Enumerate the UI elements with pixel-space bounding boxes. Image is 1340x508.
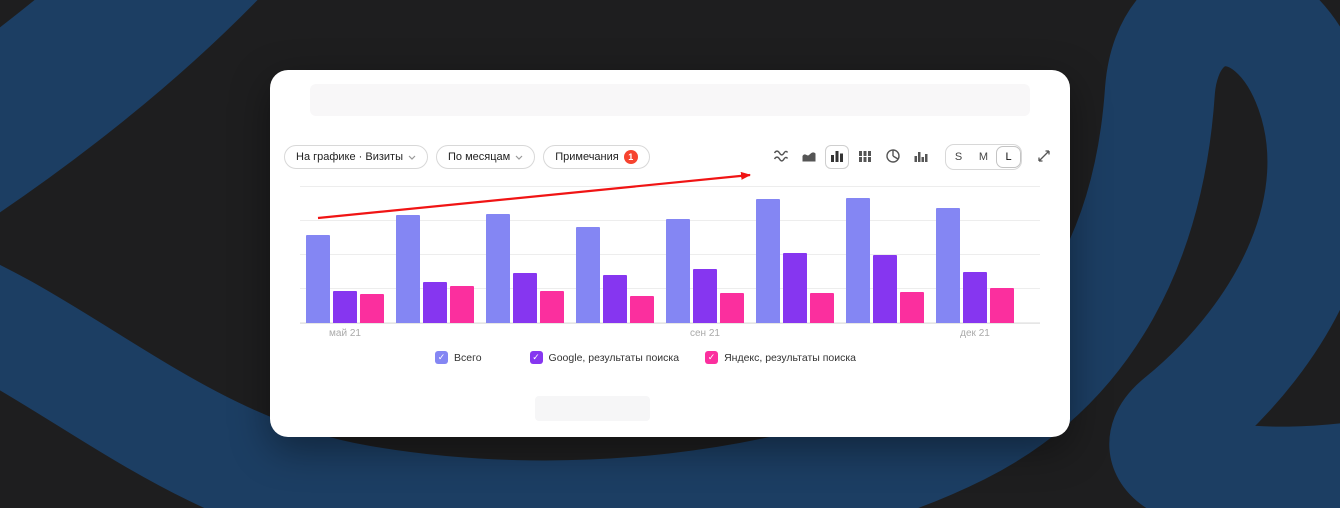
- bar-group: [486, 187, 564, 323]
- bar-Всего[interactable]: [306, 234, 330, 323]
- histogram-icon: [913, 148, 929, 167]
- bar-Всего[interactable]: [936, 208, 960, 323]
- pie-chart-type-button[interactable]: [881, 145, 905, 169]
- metrica-chart-card: На графике · Визиты По месяцам Примечани…: [270, 70, 1070, 437]
- legend-checkbox-icon: ✓: [705, 351, 719, 364]
- bar-Яндекс, результаты поиска[interactable]: [720, 292, 744, 323]
- notes-count-badge: 1: [623, 150, 638, 164]
- chevron-down-icon: [515, 151, 523, 163]
- legend-item[interactable]: ✓ Всего: [435, 351, 482, 364]
- bar-Яндекс, результаты поиска[interactable]: [900, 291, 924, 323]
- bar-group: [846, 187, 924, 323]
- chevron-down-icon: [408, 151, 416, 163]
- histogram-type-button[interactable]: [909, 145, 933, 169]
- chart-plot-area: [300, 186, 1040, 324]
- x-axis-tick-label: [846, 328, 924, 342]
- bar-Google, результаты поиска[interactable]: [423, 282, 447, 323]
- x-axis-tick-label: дек 21: [960, 328, 990, 339]
- chart-size-switcher: S M L: [945, 144, 1022, 170]
- placeholder-banner: [310, 84, 1030, 116]
- metric-selector[interactable]: На графике · Визиты: [284, 145, 429, 169]
- chart-controls-row: На графике · Визиты По месяцам Примечани…: [284, 144, 1056, 170]
- pie-chart-icon: [885, 148, 901, 167]
- x-axis-tick-label: [756, 328, 834, 342]
- metric-selector-label: На графике · Визиты: [296, 151, 404, 163]
- bar-groups: [300, 187, 1040, 323]
- line-chart-icon: [773, 148, 789, 167]
- legend-item[interactable]: ✓ Яндекс, результаты поиска: [705, 351, 856, 364]
- fullscreen-icon: [1036, 148, 1052, 167]
- x-axis-tick-label: [576, 328, 654, 342]
- legend-item[interactable]: ✓ Google, результаты поиска: [529, 351, 680, 364]
- placeholder-block: [535, 396, 650, 421]
- x-axis-tick-label: май 21: [329, 328, 361, 339]
- legend-checkbox-icon: ✓: [529, 351, 543, 364]
- bar-group: [576, 187, 654, 323]
- notes-button-label: Примечания: [555, 151, 619, 163]
- grouping-selector-label: По месяцам: [448, 151, 511, 163]
- size-button-s[interactable]: S: [946, 146, 971, 168]
- bar-Яндекс, результаты поиска[interactable]: [360, 293, 384, 323]
- bar-group: [756, 187, 834, 323]
- legend-item-label: Яндекс, результаты поиска: [724, 351, 857, 364]
- size-button-m[interactable]: M: [971, 146, 996, 168]
- x-axis-labels: май 21 сен 21 дек 21: [300, 328, 1040, 342]
- bar-Яндекс, результаты поиска[interactable]: [990, 288, 1014, 323]
- bar-Всего[interactable]: [396, 215, 420, 323]
- legend-item-label: Google, результаты поиска: [548, 351, 680, 364]
- bar-chart-type-button[interactable]: [825, 145, 849, 169]
- bar-Google, результаты поиска[interactable]: [603, 275, 627, 323]
- legend-checkbox-icon: ✓: [435, 351, 448, 364]
- notes-button[interactable]: Примечания 1: [543, 145, 650, 169]
- bar-group: [666, 187, 744, 323]
- bar-Google, результаты поиска[interactable]: [693, 268, 717, 323]
- x-axis-tick-label: сен 21: [690, 328, 720, 339]
- bar-Всего[interactable]: [666, 219, 690, 323]
- bar-Яндекс, результаты поиска[interactable]: [540, 290, 564, 323]
- bar-chart-icon: [829, 148, 845, 167]
- x-axis-tick-label: [396, 328, 474, 342]
- bar-Google, результаты поиска[interactable]: [783, 253, 807, 323]
- grouping-selector[interactable]: По месяцам: [436, 145, 536, 169]
- area-chart-icon: [801, 148, 817, 167]
- bar-Яндекс, результаты поиска[interactable]: [630, 295, 654, 323]
- bar-Яндекс, результаты поиска[interactable]: [810, 292, 834, 323]
- area-chart-type-button[interactable]: [797, 145, 821, 169]
- fullscreen-button[interactable]: [1032, 145, 1056, 169]
- bar-Google, результаты поиска[interactable]: [873, 255, 897, 323]
- bar-Всего[interactable]: [846, 197, 870, 323]
- bar-Всего[interactable]: [576, 226, 600, 323]
- bar-Google, результаты поиска[interactable]: [963, 271, 987, 323]
- line-chart-type-button[interactable]: [769, 145, 793, 169]
- stacked-bar-chart-type-button[interactable]: [853, 145, 877, 169]
- bar-group: [306, 187, 384, 323]
- bar-Google, результаты поиска[interactable]: [333, 290, 357, 323]
- legend-item-label: Всего: [454, 351, 482, 364]
- bar-Всего[interactable]: [486, 214, 510, 323]
- chart-toolbar: S M L: [769, 144, 1056, 170]
- x-axis-tick-label: [486, 328, 564, 342]
- stacked-bar-chart-icon: [857, 148, 873, 167]
- size-button-l[interactable]: L: [996, 146, 1021, 168]
- chart-legend: ✓ Всего ✓ Google, результаты поиска ✓ Яндекс,…: [435, 351, 856, 364]
- bar-Яндекс, результаты поиска[interactable]: [450, 286, 474, 323]
- bar-Google, результаты поиска[interactable]: [513, 273, 537, 323]
- bar-group: [936, 187, 1014, 323]
- bar-Всего[interactable]: [756, 198, 780, 323]
- bar-group: [396, 187, 474, 323]
